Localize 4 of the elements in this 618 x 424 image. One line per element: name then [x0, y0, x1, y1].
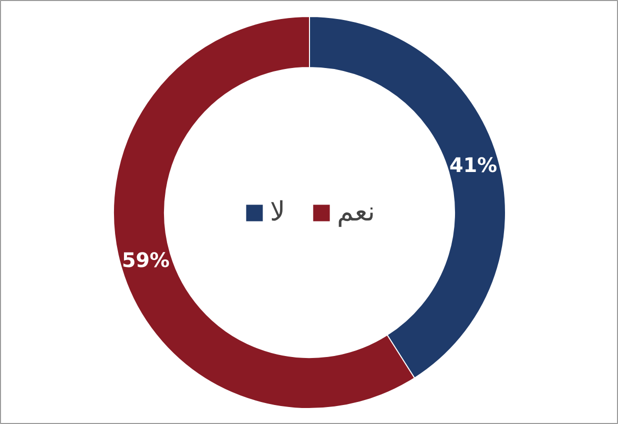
legend-label: لا	[270, 196, 286, 228]
data-label: 59%	[122, 248, 170, 272]
data-label: 41%	[449, 152, 498, 177]
legend-label: نعم	[336, 196, 376, 228]
